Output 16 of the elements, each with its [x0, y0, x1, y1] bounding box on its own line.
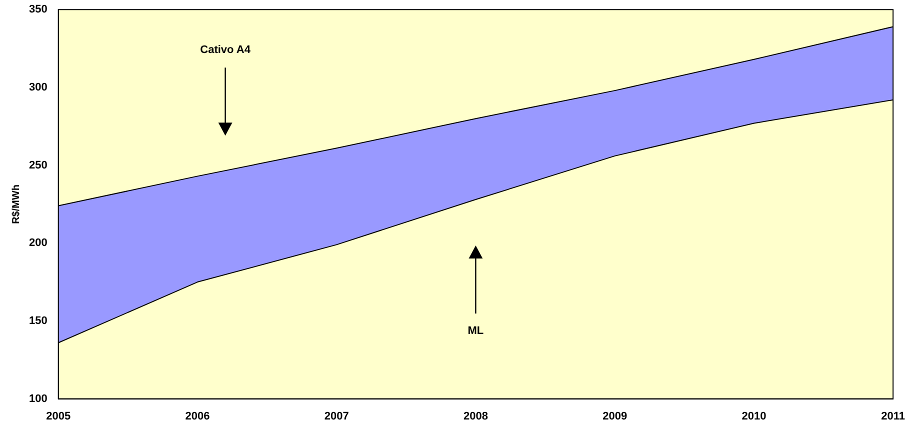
x-tick-label: 2008	[463, 410, 488, 422]
y-tick-label: 150	[28, 314, 48, 327]
y-tick-label: 300	[28, 81, 48, 94]
y-axis-title: R$/MWh	[10, 184, 22, 224]
y-tick-label: 200	[28, 237, 48, 250]
y-tick-label: 350	[28, 4, 48, 16]
y-tick-label: 250	[28, 159, 48, 172]
x-tick-label: 2011	[881, 410, 906, 422]
x-tick-label: 2009	[602, 410, 628, 422]
x-tick-label: 2006	[185, 410, 210, 422]
x-tick-label: 2005	[46, 410, 71, 422]
x-tick-label: 2010	[742, 410, 766, 422]
y-tick-label: 100	[28, 392, 48, 405]
annotation: ML	[468, 325, 484, 338]
annotation: Cativo A4	[200, 44, 252, 56]
x-tick-label: 2007	[324, 410, 349, 422]
